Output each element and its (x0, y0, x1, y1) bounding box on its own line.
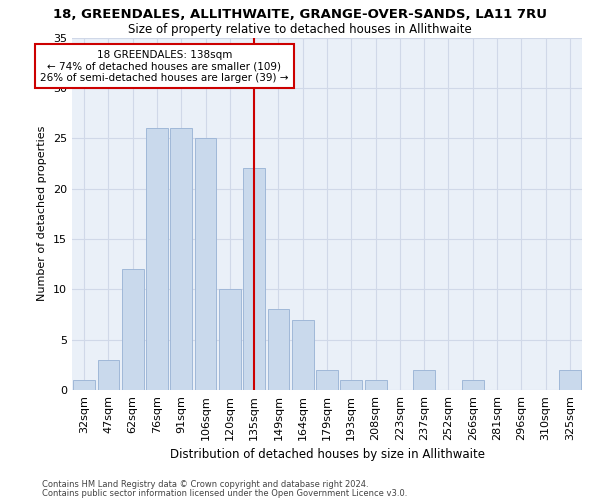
Bar (97, 360, 119, 390)
Bar (462, 380, 484, 390)
Bar (73, 380, 95, 390)
Bar (292, 320, 314, 390)
Bar (219, 290, 241, 390)
Text: Size of property relative to detached houses in Allithwaite: Size of property relative to detached ho… (128, 22, 472, 36)
Bar (194, 138, 217, 390)
Bar (268, 310, 289, 390)
Text: Contains public sector information licensed under the Open Government Licence v3: Contains public sector information licen… (42, 489, 407, 498)
Y-axis label: Number of detached properties: Number of detached properties (37, 126, 47, 302)
Bar (340, 380, 362, 390)
Text: Contains HM Land Registry data © Crown copyright and database right 2024.: Contains HM Land Registry data © Crown c… (42, 480, 368, 489)
Bar (316, 370, 338, 390)
Bar (170, 128, 192, 390)
Bar (122, 269, 143, 390)
Bar (243, 168, 265, 390)
Bar (559, 370, 581, 390)
Text: 18, GREENDALES, ALLITHWAITE, GRANGE-OVER-SANDS, LA11 7RU: 18, GREENDALES, ALLITHWAITE, GRANGE-OVER… (53, 8, 547, 20)
Bar (365, 380, 386, 390)
Text: 18 GREENDALES: 138sqm
← 74% of detached houses are smaller (109)
26% of semi-det: 18 GREENDALES: 138sqm ← 74% of detached … (40, 50, 289, 83)
X-axis label: Distribution of detached houses by size in Allithwaite: Distribution of detached houses by size … (170, 448, 485, 461)
Bar (413, 370, 435, 390)
Bar (146, 128, 168, 390)
